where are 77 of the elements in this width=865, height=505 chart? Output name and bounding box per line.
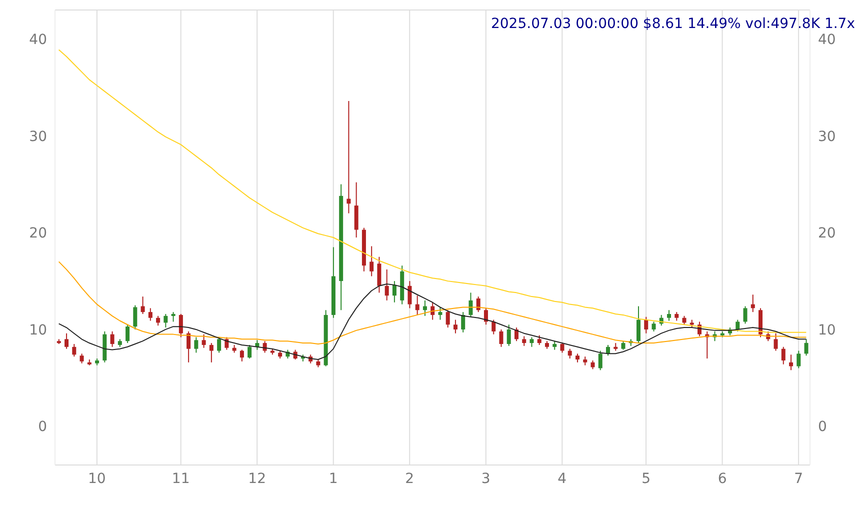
candlestick bbox=[346, 100, 351, 214]
candlestick bbox=[804, 338, 808, 356]
candlestick bbox=[560, 342, 564, 354]
candlestick bbox=[384, 268, 389, 301]
x-tick-label: 6 bbox=[718, 470, 727, 487]
candlestick bbox=[377, 256, 382, 294]
candlestick bbox=[240, 349, 244, 362]
candlestick bbox=[522, 336, 526, 346]
candlestick bbox=[202, 334, 206, 348]
candlestick bbox=[781, 346, 786, 365]
y2-tick-label: 10 bbox=[818, 322, 836, 338]
x-tick-label: 11 bbox=[172, 470, 190, 487]
candlestick bbox=[392, 280, 396, 303]
candlestick bbox=[598, 350, 602, 371]
y-tick-label: 10 bbox=[29, 322, 47, 338]
y-tick-label: 40 bbox=[29, 32, 47, 48]
x-tick-label: 12 bbox=[248, 470, 266, 487]
candlestick bbox=[789, 354, 794, 371]
candlestick bbox=[499, 328, 504, 348]
candlestick bbox=[72, 343, 76, 358]
candlestick bbox=[644, 316, 648, 334]
candlestick bbox=[209, 342, 214, 363]
candlestick bbox=[248, 344, 252, 360]
candlestick bbox=[164, 313, 168, 328]
candlestick bbox=[224, 336, 229, 350]
candlestick bbox=[194, 336, 198, 354]
candlestick bbox=[110, 330, 114, 348]
x-tick-label: 3 bbox=[481, 470, 490, 487]
candlestick bbox=[178, 313, 183, 338]
x-tick-label: 10 bbox=[88, 470, 106, 487]
candlestick bbox=[422, 300, 427, 316]
candlestick bbox=[217, 336, 222, 354]
candlestick bbox=[667, 310, 672, 322]
candlestick bbox=[743, 306, 748, 324]
y2-tick-label: 20 bbox=[818, 226, 836, 242]
y-tick-label: 20 bbox=[29, 226, 47, 242]
candlestick bbox=[148, 308, 152, 322]
candlestick bbox=[468, 292, 473, 318]
candlestick bbox=[408, 280, 412, 309]
y2-tick-label: 30 bbox=[818, 128, 836, 145]
candlestick bbox=[736, 319, 740, 332]
candlestick bbox=[133, 304, 138, 330]
y2-tick-label: 0 bbox=[818, 419, 827, 436]
candlestick bbox=[430, 302, 435, 320]
y-tick-label: 0 bbox=[38, 419, 47, 436]
candlestick bbox=[652, 321, 656, 332]
candlestick bbox=[64, 332, 69, 350]
candlestick bbox=[476, 296, 480, 313]
y2-tick-label: 40 bbox=[818, 32, 836, 48]
candlestick bbox=[140, 296, 145, 314]
candlestick bbox=[446, 310, 450, 328]
x-tick-label: 2 bbox=[405, 470, 414, 487]
candlestick bbox=[492, 319, 496, 335]
candlestick bbox=[774, 332, 778, 352]
candlestick bbox=[415, 295, 420, 316]
x-tick-label: 4 bbox=[558, 470, 567, 487]
candlestick bbox=[461, 312, 466, 333]
candlestick bbox=[126, 324, 130, 344]
candlestick bbox=[438, 306, 442, 320]
x-tick-label: 7 bbox=[794, 470, 804, 487]
candlestick bbox=[796, 350, 801, 369]
x-tick-label: 5 bbox=[642, 470, 650, 487]
x-tick-label: 1 bbox=[328, 470, 338, 487]
candlestick bbox=[171, 312, 176, 322]
candlestick bbox=[750, 294, 755, 313]
candlestick bbox=[370, 246, 374, 277]
candlestick bbox=[530, 336, 534, 348]
candlestick bbox=[186, 330, 191, 363]
candlestick bbox=[453, 319, 458, 334]
candlestick bbox=[506, 324, 511, 346]
y-tick-label: 30 bbox=[29, 128, 47, 145]
candlestick bbox=[156, 315, 160, 326]
candlestick bbox=[568, 348, 572, 360]
candlestick bbox=[80, 353, 84, 364]
chart-title: 2025.07.03 00:00:00 $8.61 14.49% vol:497.8K 1.7x bbox=[490, 16, 855, 32]
candlestick bbox=[636, 306, 641, 344]
candlestick bbox=[537, 334, 542, 346]
